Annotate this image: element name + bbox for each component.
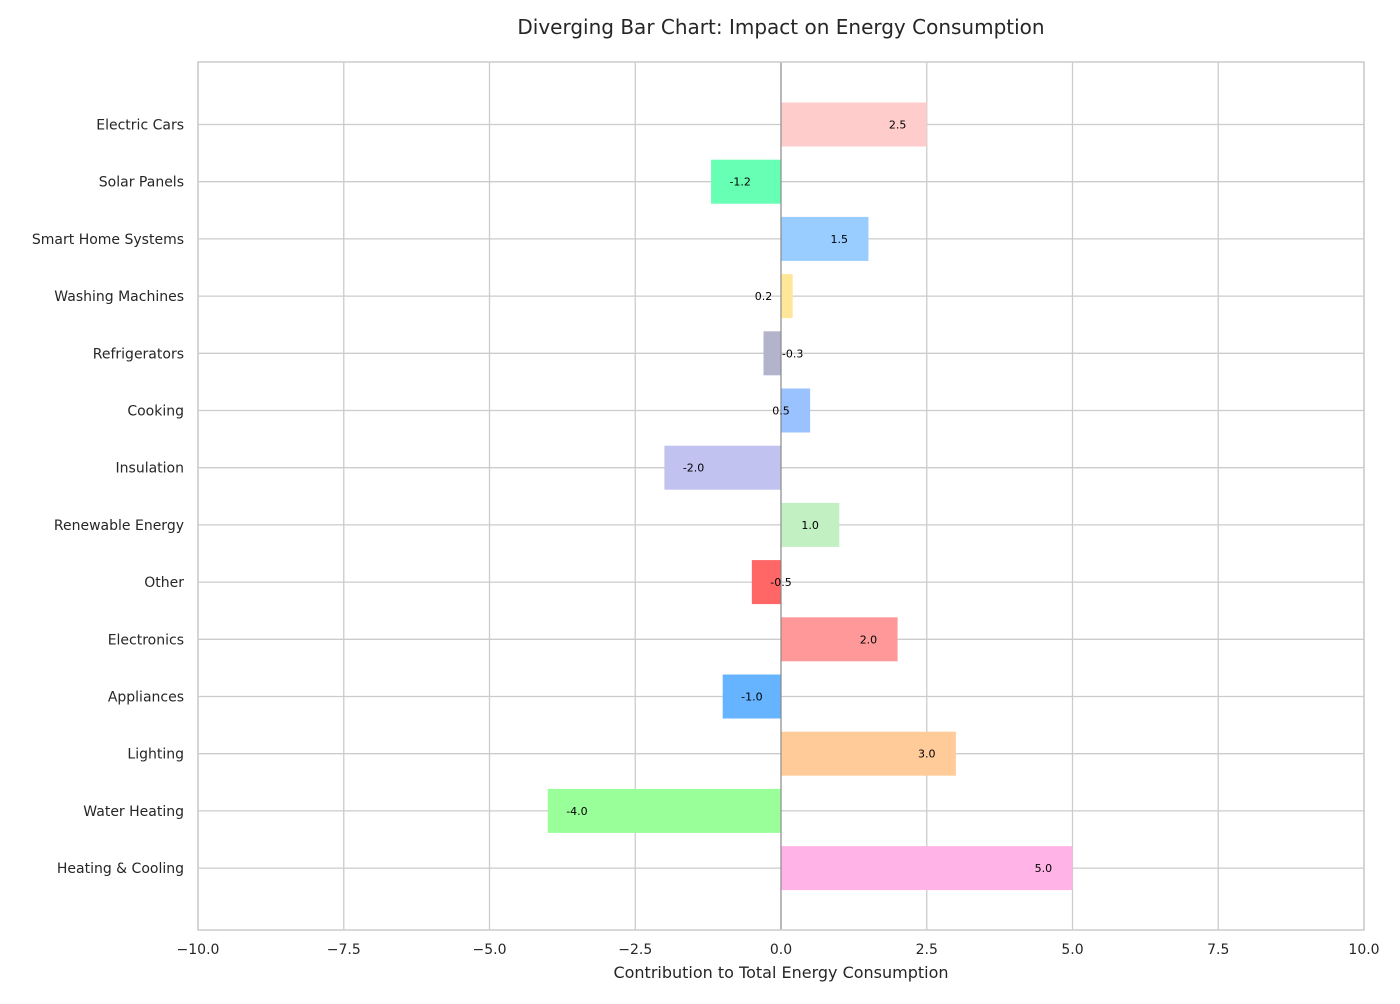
value-label: 1.5: [831, 233, 849, 246]
value-labels: 2.5 -1.2 1.5 0.2 -0.3 0.5 -2.0 1.0 -0.5 2.0 -1.0 3.…: [566, 119, 1052, 876]
y-tick-label: Electric Cars: [96, 118, 184, 134]
y-tick-label: Other: [144, 575, 184, 591]
x-tick-labels: −10.0 −7.5 −5.0 −2.5 0.0 2.5 5.0 7.5 10.0: [177, 942, 1380, 958]
y-tick-label: Lighting: [127, 747, 184, 763]
plot-frame: [197, 61, 1365, 931]
bar: [781, 102, 927, 147]
y-tick-label: Water Heating: [83, 804, 184, 820]
value-label: -1.2: [729, 176, 750, 189]
bar: [781, 617, 898, 662]
bar: [781, 846, 1073, 891]
x-tick-label: 0.0: [770, 942, 792, 958]
value-label: 2.5: [889, 119, 907, 132]
x-tick-label: 7.5: [1207, 942, 1229, 958]
y-tick-label: Smart Home Systems: [32, 232, 184, 248]
bar: [763, 331, 781, 376]
bar: [547, 788, 781, 833]
value-label: -2.0: [683, 462, 704, 475]
value-label: 5.0: [1035, 862, 1053, 875]
value-label: -1.0: [741, 691, 762, 704]
bar: [711, 159, 781, 204]
plot-border: [197, 61, 1365, 931]
x-tick-label: 10.0: [1348, 942, 1379, 958]
x-tick-label: 2.5: [916, 942, 938, 958]
chart-title: Diverging Bar Chart: Impact on Energy Co…: [517, 15, 1044, 39]
y-tick-label: Refrigerators: [93, 346, 184, 362]
y-tick-label: Heating & Cooling: [57, 861, 184, 877]
bar: [751, 560, 781, 605]
y-tick-label: Appliances: [108, 690, 184, 706]
bar: [781, 502, 840, 547]
bar: [722, 674, 781, 719]
bar: [781, 274, 793, 319]
value-label: 2.0: [860, 633, 878, 646]
y-tick-label: Solar Panels: [99, 175, 184, 191]
value-label: 3.0: [918, 748, 936, 761]
bar: [781, 388, 811, 433]
bar: [781, 731, 956, 776]
value-label: -0.5: [770, 576, 791, 589]
bar: [781, 216, 869, 261]
value-label: 0.5: [772, 405, 790, 418]
y-tick-label: Cooking: [127, 404, 184, 420]
x-tick-label: −10.0: [177, 942, 220, 958]
y-tick-label: Electronics: [108, 632, 184, 648]
bar: [664, 445, 781, 490]
x-tick-label: 5.0: [1061, 942, 1083, 958]
y-tick-labels: Electric Cars Solar Panels Smart Home Syst…: [32, 118, 184, 878]
value-label: -4.0: [566, 805, 587, 818]
x-axis-label: Contribution to Total Energy Consumption: [613, 963, 948, 982]
value-label: -0.3: [782, 347, 803, 360]
x-tick-label: −2.5: [618, 942, 652, 958]
y-tick-label: Insulation: [116, 461, 184, 477]
value-label: 0.2: [755, 290, 773, 303]
y-tick-label: Renewable Energy: [54, 518, 184, 534]
x-tick-label: −5.0: [473, 942, 507, 958]
bars: [547, 102, 1073, 891]
x-tick-label: −7.5: [327, 942, 361, 958]
y-tick-label: Washing Machines: [54, 289, 184, 305]
value-label: 1.0: [801, 519, 819, 532]
